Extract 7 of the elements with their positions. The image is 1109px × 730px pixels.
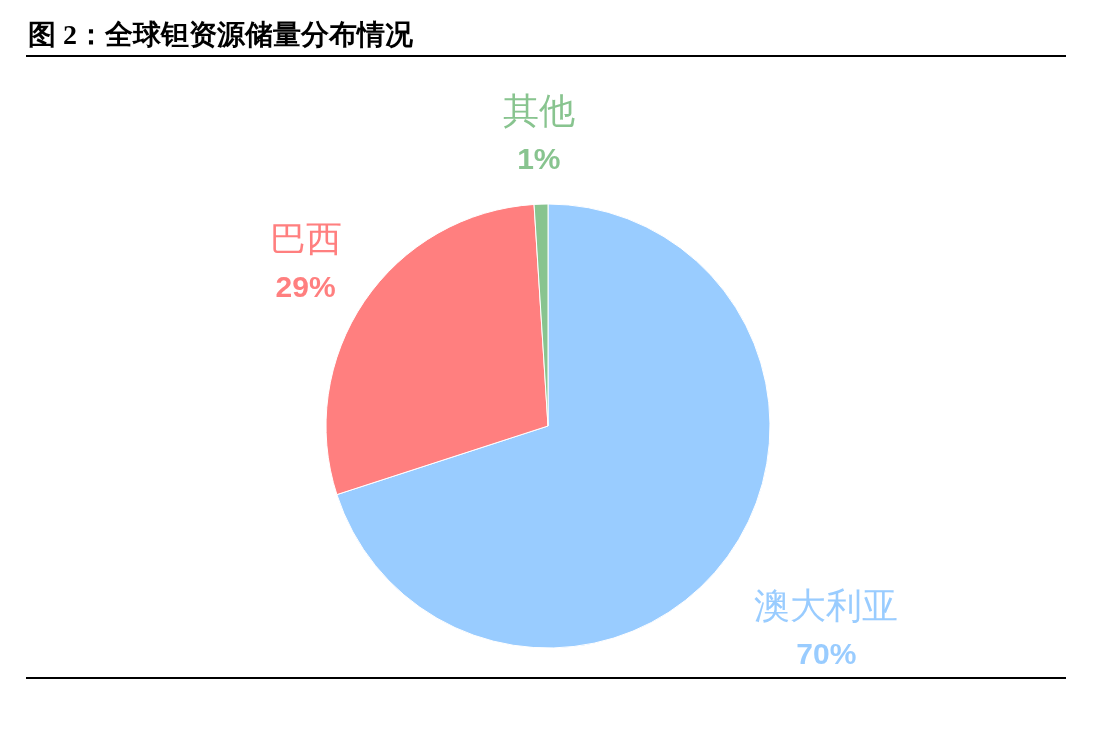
data-label: 70% [796, 637, 857, 671]
data-label: 29% [275, 270, 336, 304]
data-label: 1% [517, 142, 561, 176]
slice-label: 巴西 [269, 218, 342, 260]
slice-label: 其他 [502, 90, 575, 132]
slice-label: 澳大利亚 [754, 585, 899, 627]
chart-title: 图 2：全球钽资源储量分布情况 [28, 19, 414, 50]
